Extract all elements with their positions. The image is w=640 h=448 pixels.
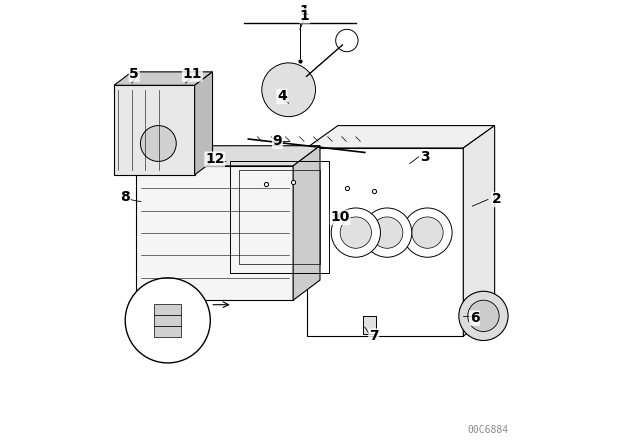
Text: 3: 3 — [420, 150, 430, 164]
Text: 8: 8 — [120, 190, 130, 204]
Polygon shape — [293, 146, 320, 300]
Circle shape — [262, 63, 316, 116]
Polygon shape — [307, 125, 495, 148]
Circle shape — [340, 217, 371, 248]
Bar — [154, 326, 181, 337]
Polygon shape — [114, 72, 212, 85]
Text: 11: 11 — [182, 67, 202, 81]
Circle shape — [459, 291, 508, 340]
Circle shape — [403, 208, 452, 257]
Text: 6: 6 — [470, 311, 479, 325]
Bar — [154, 315, 181, 326]
Bar — [362, 316, 376, 334]
Text: 1: 1 — [300, 4, 310, 18]
Text: 1: 1 — [300, 9, 310, 23]
Polygon shape — [463, 125, 495, 336]
Bar — [114, 85, 195, 175]
Polygon shape — [136, 146, 320, 166]
Text: 2: 2 — [492, 193, 502, 207]
Text: 9: 9 — [273, 134, 282, 148]
Text: 4: 4 — [277, 90, 287, 103]
Circle shape — [331, 208, 380, 257]
Circle shape — [412, 217, 443, 248]
Bar — [307, 148, 463, 336]
Circle shape — [140, 125, 176, 161]
Circle shape — [362, 208, 412, 257]
Circle shape — [125, 278, 211, 363]
Text: 10: 10 — [330, 211, 350, 224]
Bar — [230, 161, 329, 273]
Circle shape — [371, 217, 403, 248]
Bar — [239, 170, 320, 264]
Text: 5: 5 — [129, 67, 139, 81]
Polygon shape — [195, 72, 212, 175]
Text: 12: 12 — [205, 152, 225, 166]
Bar — [136, 166, 293, 300]
Circle shape — [335, 29, 358, 52]
Text: 7: 7 — [369, 329, 378, 343]
Text: 00C6884: 00C6884 — [467, 425, 508, 435]
Circle shape — [468, 300, 499, 332]
Bar — [154, 304, 181, 314]
